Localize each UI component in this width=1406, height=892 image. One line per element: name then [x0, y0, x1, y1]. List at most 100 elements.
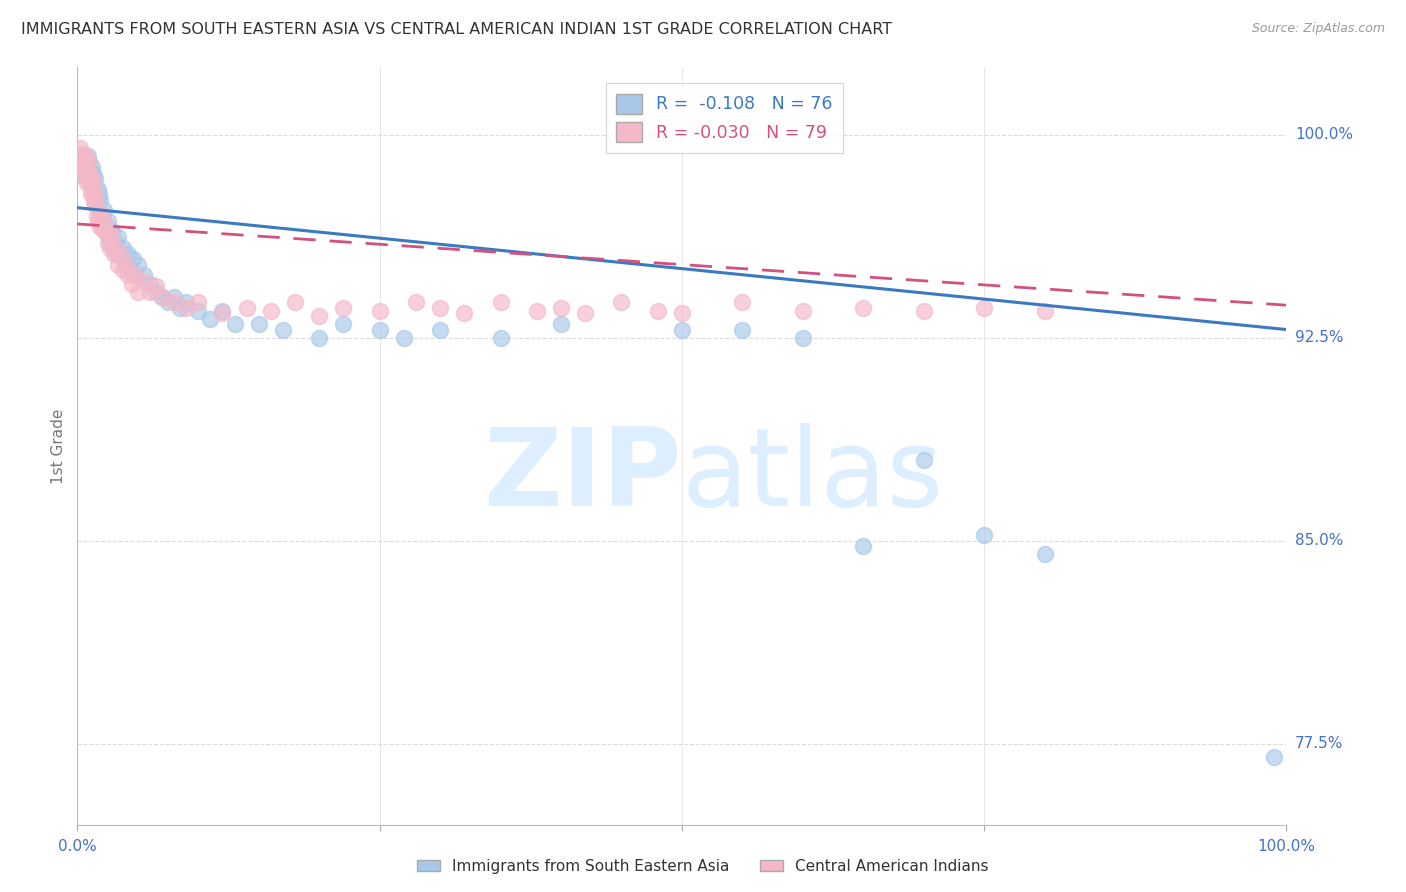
Point: [163, 290, 186, 304]
Text: 77.5%: 77.5%: [1295, 737, 1343, 751]
Point: [308, 331, 330, 345]
Point: [77, 154, 100, 169]
Point: [80, 182, 103, 196]
Point: [731, 295, 754, 310]
Point: [83, 195, 105, 210]
Point: [79, 170, 101, 185]
Point: [91, 222, 114, 236]
Point: [489, 295, 512, 310]
Point: [112, 263, 135, 277]
Point: [89, 193, 111, 207]
Point: [224, 317, 246, 331]
Point: [117, 246, 139, 260]
Text: IMMIGRANTS FROM SOUTH EASTERN ASIA VS CENTRAL AMERICAN INDIAN 1ST GRADE CORRELAT: IMMIGRANTS FROM SOUTH EASTERN ASIA VS CE…: [21, 22, 893, 37]
Point: [73, 154, 96, 169]
Point: [139, 285, 162, 299]
Point: [429, 301, 451, 315]
Point: [526, 303, 548, 318]
Point: [75, 154, 97, 169]
Point: [76, 160, 98, 174]
Point: [77, 168, 100, 182]
Text: atlas: atlas: [682, 424, 943, 529]
Point: [84, 170, 107, 185]
Point: [73, 165, 96, 179]
Point: [75, 168, 97, 182]
Point: [94, 222, 117, 236]
Point: [98, 222, 121, 236]
Point: [1263, 750, 1285, 764]
Point: [96, 235, 118, 250]
Point: [169, 301, 191, 315]
Point: [80, 160, 103, 174]
Point: [72, 168, 94, 182]
Point: [84, 187, 107, 202]
Point: [163, 295, 186, 310]
Point: [90, 209, 112, 223]
Point: [72, 149, 94, 163]
Point: [79, 177, 101, 191]
Point: [174, 295, 197, 310]
Point: [87, 187, 110, 202]
Point: [105, 235, 128, 250]
Point: [67, 154, 90, 169]
Point: [127, 258, 149, 272]
Point: [79, 187, 101, 202]
Point: [93, 203, 115, 218]
Text: 100.0%: 100.0%: [1295, 127, 1353, 142]
Point: [157, 295, 180, 310]
Text: 100.0%: 100.0%: [1257, 838, 1316, 854]
Point: [94, 225, 117, 239]
Point: [200, 311, 222, 326]
Point: [174, 301, 197, 315]
Point: [150, 290, 173, 304]
Point: [87, 182, 110, 196]
Point: [114, 258, 136, 272]
Point: [132, 268, 155, 283]
Point: [145, 279, 167, 293]
Point: [80, 177, 103, 191]
Point: [97, 225, 120, 239]
Point: [405, 295, 427, 310]
Point: [82, 165, 104, 179]
Point: [107, 258, 129, 272]
Point: [69, 141, 91, 155]
Point: [110, 250, 132, 264]
Point: [72, 160, 94, 174]
Text: 85.0%: 85.0%: [1295, 533, 1343, 549]
Point: [103, 241, 125, 255]
Point: [117, 268, 139, 283]
Point: [82, 177, 104, 191]
Point: [150, 290, 173, 304]
Text: ZIP: ZIP: [484, 424, 682, 529]
Point: [550, 317, 572, 331]
Point: [852, 301, 875, 315]
Point: [84, 187, 107, 202]
Point: [187, 295, 209, 310]
Point: [79, 168, 101, 182]
Point: [127, 285, 149, 299]
Point: [235, 301, 257, 315]
Text: Source: ZipAtlas.com: Source: ZipAtlas.com: [1251, 22, 1385, 36]
Point: [139, 277, 162, 291]
Point: [93, 214, 115, 228]
Point: [332, 301, 354, 315]
Point: [671, 322, 693, 336]
Point: [247, 317, 270, 331]
Point: [70, 168, 93, 182]
Point: [100, 235, 122, 250]
Point: [647, 303, 669, 318]
Point: [121, 277, 143, 291]
Point: [110, 250, 132, 264]
Point: [70, 160, 93, 174]
Point: [91, 214, 114, 228]
Point: [132, 274, 155, 288]
Point: [211, 303, 233, 318]
Point: [368, 322, 391, 336]
Point: [100, 230, 122, 244]
Point: [70, 146, 93, 161]
Point: [122, 252, 145, 267]
Point: [260, 303, 283, 318]
Point: [67, 149, 90, 163]
Point: [101, 225, 124, 239]
Point: [98, 241, 121, 255]
